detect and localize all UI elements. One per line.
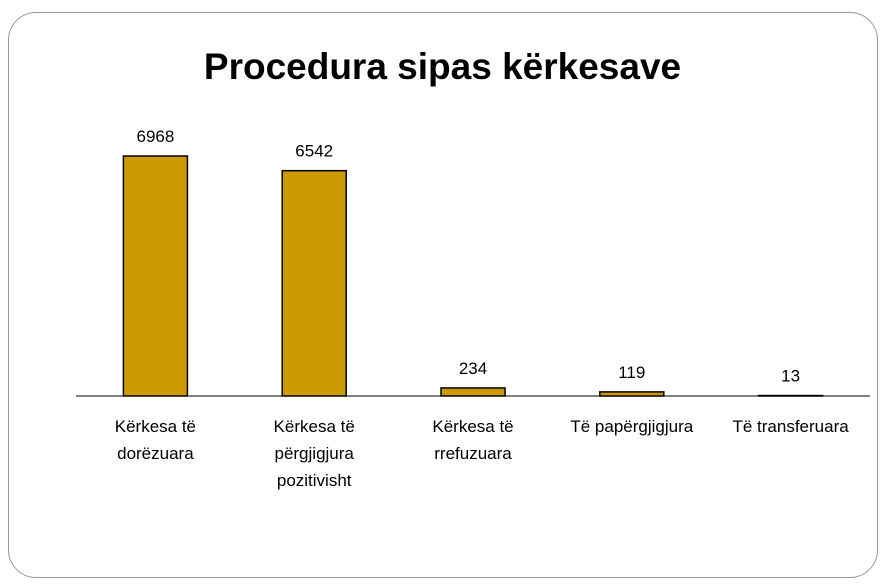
- bar: [440, 387, 506, 397]
- x-tick-label: Kërkesa të dorëzuara: [114, 417, 197, 463]
- bar: [281, 169, 347, 397]
- data-label: 119: [618, 363, 645, 382]
- chart-title: Procedura sipas kërkesave: [203, 46, 682, 87]
- data-label: 13: [781, 367, 800, 386]
- x-tick-label: Kërkesa të përgjigjura pozitivisht: [273, 417, 355, 490]
- data-label: 234: [459, 359, 487, 378]
- x-tick-label: Të transferuara: [732, 417, 849, 436]
- x-tick-label: Kërkesa të rrefuzuara: [432, 417, 514, 463]
- data-label: 6542: [295, 142, 333, 161]
- x-tick-label: Të papërgjigjura: [570, 417, 694, 436]
- data-label: 6968: [136, 127, 174, 146]
- bar: [122, 155, 189, 397]
- chart-frame: [8, 12, 878, 578]
- bar: [599, 391, 665, 397]
